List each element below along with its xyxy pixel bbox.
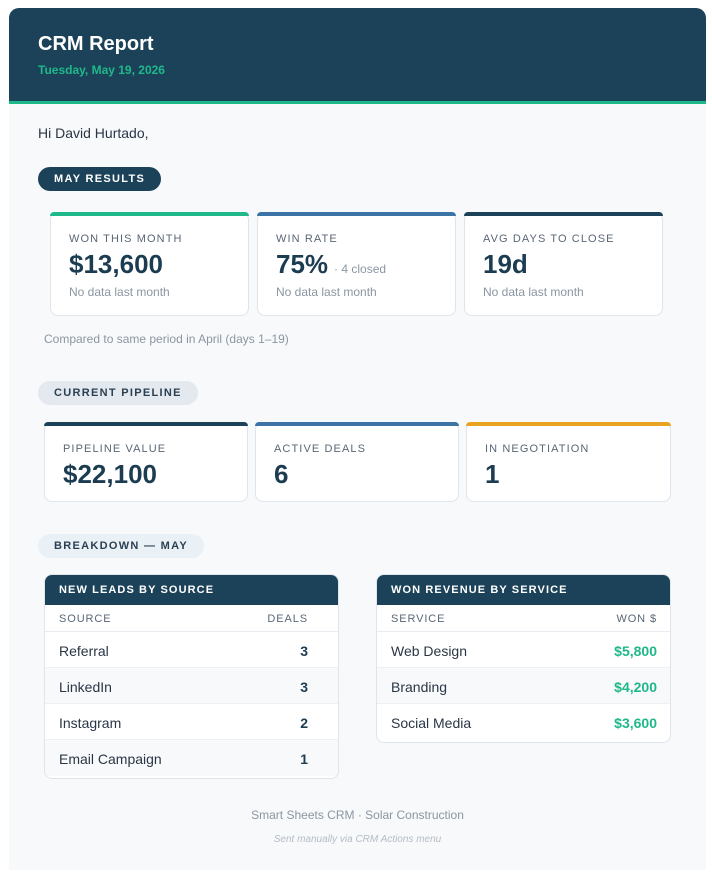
card-value: 1 (485, 459, 500, 489)
table-row: Referral 3 (45, 632, 338, 668)
service-name: Branding (391, 679, 448, 695)
source-name: LinkedIn (59, 679, 112, 695)
table-row: Social Media $3,600 (377, 704, 670, 740)
card-value: $22,100 (63, 459, 157, 489)
footer-brand: Smart Sheets CRM · Solar Construction (251, 808, 464, 822)
table-won-revenue-by-service: WON REVENUE BY SERVICE SERVICE WON $ Web… (376, 574, 671, 743)
column-header-service: SERVICE (391, 613, 446, 625)
table-row: Email Campaign 1 (45, 740, 338, 776)
report-email: CRM Report Tuesday, May 19, 2026 Hi Davi… (9, 8, 706, 870)
table-row: Branding $4,200 (377, 668, 670, 704)
won-amount: $3,600 (614, 715, 657, 731)
card-accent-bar (255, 422, 459, 426)
section-breakdown: BREAKDOWN — MAY (38, 534, 204, 558)
footer-sent-note: Sent manually via CRM Actions menu (273, 834, 442, 845)
table-title: WON REVENUE BY SERVICE (377, 575, 670, 605)
deals-count: 1 (300, 751, 308, 767)
card-comparison: No data last month (69, 285, 170, 299)
table-row: LinkedIn 3 (45, 668, 338, 704)
source-name: Email Campaign (59, 751, 162, 767)
table-body: Web Design $5,800 Branding $4,200 Social… (377, 632, 670, 740)
comparison-note: Compared to same period in April (days 1… (44, 332, 289, 346)
card-comparison: No data last month (483, 285, 584, 299)
card-accent-bar (44, 422, 248, 426)
source-name: Referral (59, 643, 109, 659)
card-label: WIN RATE (276, 233, 338, 245)
won-amount: $5,800 (614, 643, 657, 659)
card-accent-bar (50, 212, 249, 216)
won-amount: $4,200 (614, 679, 657, 695)
card-value: $13,600 (69, 249, 163, 279)
table-column-headers: SOURCE DEALS (45, 605, 338, 632)
table-new-leads-by-source: NEW LEADS BY SOURCE SOURCE DEALS Referra… (44, 574, 339, 779)
card-value: 6 (274, 459, 289, 489)
card-won-this-month: WON THIS MONTH $13,600 No data last mont… (50, 212, 249, 316)
table-title: NEW LEADS BY SOURCE (45, 575, 338, 605)
deals-count: 3 (300, 643, 308, 659)
card-comparison: No data last month (276, 285, 377, 299)
card-label: IN NEGOTIATION (485, 443, 590, 455)
card-in-negotiation: IN NEGOTIATION 1 (466, 422, 671, 502)
card-pipeline-value: PIPELINE VALUE $22,100 (44, 422, 248, 502)
column-header-deals: DEALS (267, 613, 308, 625)
card-label: WON THIS MONTH (69, 233, 183, 245)
table-body: Referral 3 LinkedIn 3 Instagram 2 Email … (45, 632, 338, 776)
report-header: CRM Report Tuesday, May 19, 2026 (9, 8, 706, 104)
card-value: 19d (483, 249, 528, 279)
source-name: Instagram (59, 715, 122, 731)
card-accent-bar (466, 422, 671, 426)
column-header-won: WON $ (616, 613, 657, 625)
section-may-results: MAY RESULTS (38, 167, 162, 191)
card-accent-bar (464, 212, 663, 216)
card-label: PIPELINE VALUE (63, 443, 167, 455)
closed-count: · 4 closed (334, 262, 387, 276)
column-header-source: SOURCE (59, 613, 112, 625)
card-accent-bar (257, 212, 456, 216)
deals-count: 3 (300, 679, 308, 695)
service-name: Social Media (391, 715, 472, 731)
card-win-rate: WIN RATE 75% · 4 closed No data last mont… (257, 212, 456, 316)
section-current-pipeline: CURRENT PIPELINE (38, 381, 198, 405)
card-avg-days-to-close: AVG DAYS TO CLOSE 19d No data last month (464, 212, 663, 316)
table-row: Web Design $5,800 (377, 632, 670, 668)
greeting: Hi David Hurtado, (38, 125, 149, 141)
card-label: ACTIVE DEALS (274, 443, 367, 455)
card-active-deals: ACTIVE DEALS 6 (255, 422, 459, 502)
table-column-headers: SERVICE WON $ (377, 605, 670, 632)
report-date: Tuesday, May 19, 2026 (38, 63, 165, 77)
deals-count: 2 (300, 715, 308, 731)
service-name: Web Design (391, 643, 468, 659)
card-label: AVG DAYS TO CLOSE (483, 233, 615, 245)
report-title: CRM Report (38, 33, 154, 55)
table-row: Instagram 2 (45, 704, 338, 740)
card-value: 75% · 4 closed (276, 249, 387, 279)
